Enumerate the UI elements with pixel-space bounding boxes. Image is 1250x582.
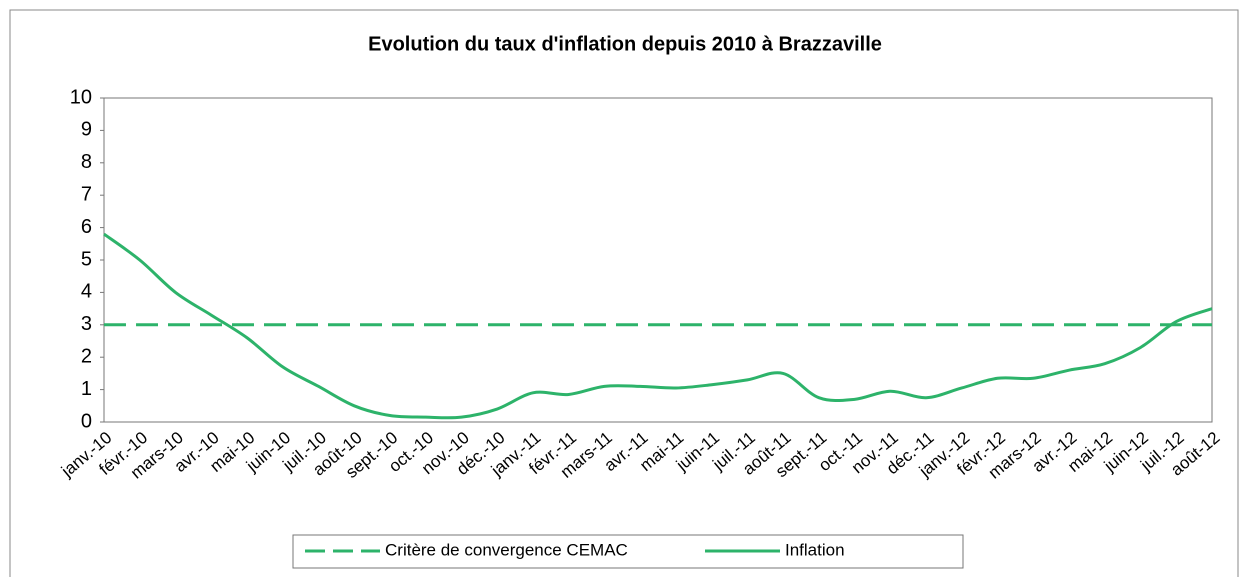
y-tick-label: 6	[81, 216, 92, 238]
legend-label: Critère de convergence CEMAC	[385, 540, 628, 559]
y-tick-label: 2	[81, 345, 92, 367]
y-tick-label: 9	[81, 119, 92, 141]
chart-title: Evolution du taux d'inflation depuis 201…	[368, 33, 882, 55]
y-tick-label: 8	[81, 151, 92, 173]
y-tick-label: 1	[81, 378, 92, 400]
plot-area	[103, 97, 1213, 423]
y-tick-label: 4	[81, 281, 92, 303]
y-tick-label: 0	[81, 410, 92, 432]
y-tick-label: 3	[81, 313, 92, 335]
y-tick-label: 7	[81, 183, 92, 205]
legend-label: Inflation	[785, 540, 845, 559]
chart-frame	[9, 9, 1239, 582]
y-tick-label: 5	[81, 248, 92, 270]
legend-box	[292, 534, 964, 569]
series-line	[103, 232, 1213, 420]
y-tick-label: 10	[70, 86, 92, 108]
